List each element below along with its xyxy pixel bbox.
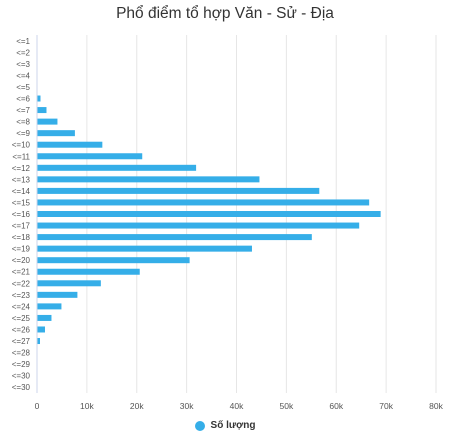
x-tick-label: 50k — [280, 401, 294, 411]
x-tick-label: 30k — [180, 401, 194, 411]
chart-title: Phổ điểm tổ hợp Văn - Sử - Địa — [116, 5, 334, 22]
y-tick-label: <=20 — [12, 256, 31, 265]
y-tick-label: <=6 — [16, 95, 30, 104]
y-tick-label: <=21 — [12, 268, 31, 277]
y-tick-label: <=8 — [16, 118, 30, 127]
y-tick-label: <=16 — [12, 210, 31, 219]
y-tick-label: <=30 — [12, 372, 31, 381]
bar[interactable] — [37, 303, 62, 310]
y-tick-labels: <=1 <=2 <=3 <=4 <=5 <=6 <=7 <=8 <=9 <=10 <=11 <=12 <… — [12, 37, 31, 392]
bar[interactable] — [37, 338, 40, 345]
y-tick-label: <=25 — [12, 314, 31, 323]
bars — [37, 95, 381, 345]
x-tick-label: 0 — [35, 401, 40, 411]
y-tick-label: <=1 — [16, 37, 30, 46]
legend-label: Số lượng — [210, 420, 256, 431]
y-tick-label: <=11 — [12, 152, 30, 161]
y-tick-label: <=23 — [12, 291, 31, 300]
y-tick-label: <=24 — [12, 302, 31, 311]
bar[interactable] — [37, 326, 45, 333]
bar[interactable] — [37, 257, 190, 264]
x-tick-label: 60k — [329, 401, 343, 411]
y-tick-label: <=3 — [16, 60, 30, 69]
y-tick-label: <=17 — [12, 222, 31, 231]
x-tick-label: 70k — [379, 401, 393, 411]
bar[interactable] — [37, 245, 252, 252]
bar[interactable] — [37, 176, 260, 183]
y-tick-label: <=18 — [12, 233, 31, 242]
x-tick-labels: 0 10k 20k 30k 40k 50k 60k 70k 80k — [35, 401, 444, 411]
legend-swatch — [194, 420, 205, 431]
y-tick-label: <=9 — [16, 129, 30, 138]
x-tick-label: 10k — [80, 401, 94, 411]
y-tick-label: <=12 — [12, 164, 31, 173]
y-tick-label: <=14 — [12, 187, 31, 196]
y-tick-label: <=15 — [12, 198, 31, 207]
y-tick-label: <=22 — [12, 279, 31, 288]
y-tick-label: <=4 — [16, 71, 30, 80]
y-tick-label: <=29 — [12, 360, 31, 369]
y-tick-label: <=2 — [16, 48, 30, 57]
bar[interactable] — [37, 118, 58, 125]
bar[interactable] — [37, 234, 312, 241]
y-tick-label: <=28 — [12, 349, 31, 358]
y-tick-label: <=27 — [12, 337, 31, 346]
y-tick-label: <=10 — [12, 141, 31, 150]
y-tick-label: <=7 — [16, 106, 30, 115]
y-tick-label: <=5 — [16, 83, 30, 92]
bar[interactable] — [37, 280, 101, 287]
x-tick-label: 20k — [130, 401, 144, 411]
y-tick-label: <=19 — [12, 245, 31, 254]
bar[interactable] — [37, 187, 320, 194]
bar[interactable] — [37, 268, 140, 275]
bar[interactable] — [37, 314, 52, 321]
bar[interactable] — [37, 222, 360, 229]
bar[interactable] — [37, 141, 103, 148]
bar[interactable] — [37, 291, 78, 298]
bar[interactable] — [37, 164, 197, 171]
bar[interactable] — [37, 107, 47, 114]
bar[interactable] — [37, 211, 381, 217]
y-tick-label: <=13 — [12, 175, 31, 184]
x-tick-label: 80k — [429, 401, 443, 411]
y-tick-label: <=30 — [12, 383, 31, 392]
bar[interactable] — [37, 199, 370, 206]
bar[interactable] — [37, 130, 75, 137]
y-tick-label: <=26 — [12, 325, 31, 334]
bar[interactable] — [37, 153, 143, 160]
legend[interactable]: Số lượng — [0, 420, 450, 431]
bar[interactable] — [37, 95, 41, 102]
x-tick-label: 40k — [230, 401, 244, 411]
